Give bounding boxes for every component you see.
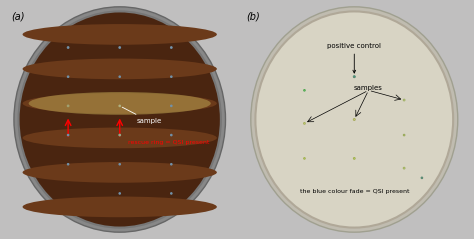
Ellipse shape (23, 59, 217, 79)
Ellipse shape (251, 7, 458, 232)
Circle shape (171, 76, 172, 77)
Ellipse shape (28, 92, 211, 115)
Circle shape (67, 105, 69, 107)
Circle shape (353, 119, 355, 120)
Circle shape (171, 134, 172, 136)
Circle shape (403, 99, 405, 101)
Ellipse shape (23, 162, 217, 183)
Ellipse shape (255, 11, 453, 228)
Text: positive control: positive control (327, 43, 381, 73)
Circle shape (353, 75, 356, 78)
Circle shape (171, 163, 172, 165)
Circle shape (67, 76, 69, 77)
Circle shape (171, 193, 172, 194)
Ellipse shape (14, 7, 226, 232)
Circle shape (119, 76, 120, 77)
Circle shape (171, 47, 172, 48)
Text: sample: sample (122, 107, 162, 124)
Circle shape (119, 193, 120, 194)
Circle shape (67, 163, 69, 165)
Text: (a): (a) (12, 11, 25, 22)
Circle shape (403, 167, 405, 169)
Circle shape (171, 105, 172, 107)
Ellipse shape (23, 128, 217, 148)
Text: the blue colour fade = QSI present: the blue colour fade = QSI present (300, 190, 409, 195)
Ellipse shape (23, 24, 217, 45)
Circle shape (119, 134, 120, 136)
Text: (b): (b) (246, 11, 260, 22)
Circle shape (304, 89, 305, 91)
Ellipse shape (23, 196, 217, 217)
Circle shape (353, 76, 355, 78)
Text: rescue ring = QSI present: rescue ring = QSI present (128, 140, 210, 145)
Circle shape (304, 158, 305, 159)
Ellipse shape (18, 11, 221, 228)
Circle shape (67, 47, 69, 48)
Ellipse shape (23, 93, 217, 114)
Circle shape (403, 134, 405, 136)
Circle shape (119, 163, 120, 165)
Circle shape (119, 105, 120, 107)
Circle shape (354, 158, 355, 159)
Circle shape (67, 134, 69, 136)
Circle shape (303, 123, 305, 124)
Circle shape (421, 177, 423, 179)
Circle shape (119, 47, 120, 48)
Text: samples: samples (354, 85, 383, 91)
Circle shape (421, 177, 423, 179)
